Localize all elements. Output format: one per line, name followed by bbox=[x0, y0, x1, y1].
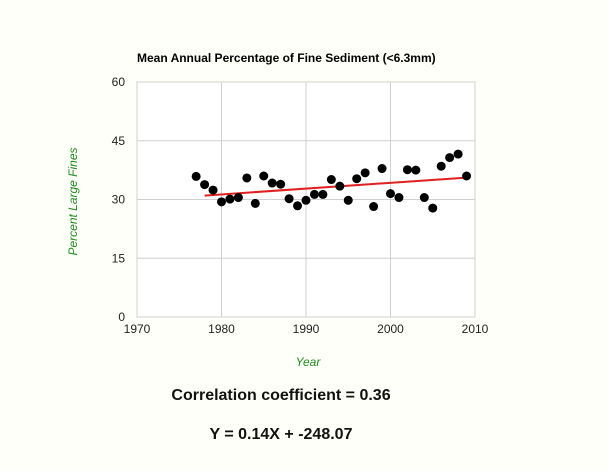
y-tick-label: 0 bbox=[118, 310, 125, 324]
data-point bbox=[352, 174, 362, 184]
data-point bbox=[445, 153, 455, 163]
x-tick-label: 2010 bbox=[462, 322, 489, 336]
data-point bbox=[309, 189, 319, 199]
data-point bbox=[402, 165, 412, 175]
x-tick-label: 1970 bbox=[124, 322, 151, 336]
x-axis-label: Year bbox=[296, 355, 322, 369]
chart-title: Mean Annual Percentage of Fine Sediment … bbox=[137, 51, 436, 65]
data-points bbox=[191, 149, 472, 213]
data-point bbox=[318, 189, 328, 199]
y-tick-label: 60 bbox=[112, 75, 126, 89]
data-point bbox=[343, 195, 353, 205]
data-point bbox=[259, 171, 269, 181]
data-point bbox=[436, 161, 446, 171]
data-point bbox=[428, 203, 438, 213]
data-point bbox=[250, 198, 260, 208]
tick-labels: 0 15 30 45 60 1970 1980 1990 2000 2010 bbox=[112, 75, 489, 336]
data-point bbox=[293, 201, 303, 211]
data-point bbox=[360, 168, 370, 178]
y-tick-label: 30 bbox=[112, 193, 126, 207]
grid bbox=[136, 81, 476, 318]
data-point bbox=[394, 193, 404, 203]
data-point bbox=[453, 149, 463, 159]
data-point bbox=[386, 189, 395, 199]
data-point bbox=[462, 171, 472, 181]
data-point bbox=[208, 185, 218, 195]
x-tick-label: 1990 bbox=[293, 322, 320, 336]
data-point bbox=[419, 193, 429, 203]
data-point bbox=[233, 193, 243, 203]
data-point bbox=[301, 195, 311, 205]
data-point bbox=[411, 165, 421, 175]
data-point bbox=[276, 179, 286, 189]
data-point bbox=[284, 194, 294, 204]
data-point bbox=[217, 197, 226, 207]
data-point bbox=[377, 164, 387, 174]
data-point bbox=[326, 175, 336, 185]
x-tick-label: 2000 bbox=[377, 322, 404, 336]
y-tick-label: 15 bbox=[112, 251, 126, 265]
data-point bbox=[225, 194, 235, 204]
correlation-text: Correlation coefficient = 0.36 bbox=[171, 387, 391, 404]
data-point bbox=[267, 178, 277, 188]
y-axis-label: Percent Large Fines bbox=[66, 147, 80, 255]
regression-equation: Y = 0.14X + -248.07 bbox=[209, 426, 353, 443]
data-point bbox=[369, 202, 379, 212]
data-point bbox=[242, 173, 252, 183]
y-tick-label: 45 bbox=[112, 134, 126, 148]
data-point bbox=[335, 181, 345, 191]
data-point bbox=[200, 180, 210, 190]
data-point bbox=[191, 171, 201, 181]
x-tick-label: 1980 bbox=[208, 322, 235, 336]
